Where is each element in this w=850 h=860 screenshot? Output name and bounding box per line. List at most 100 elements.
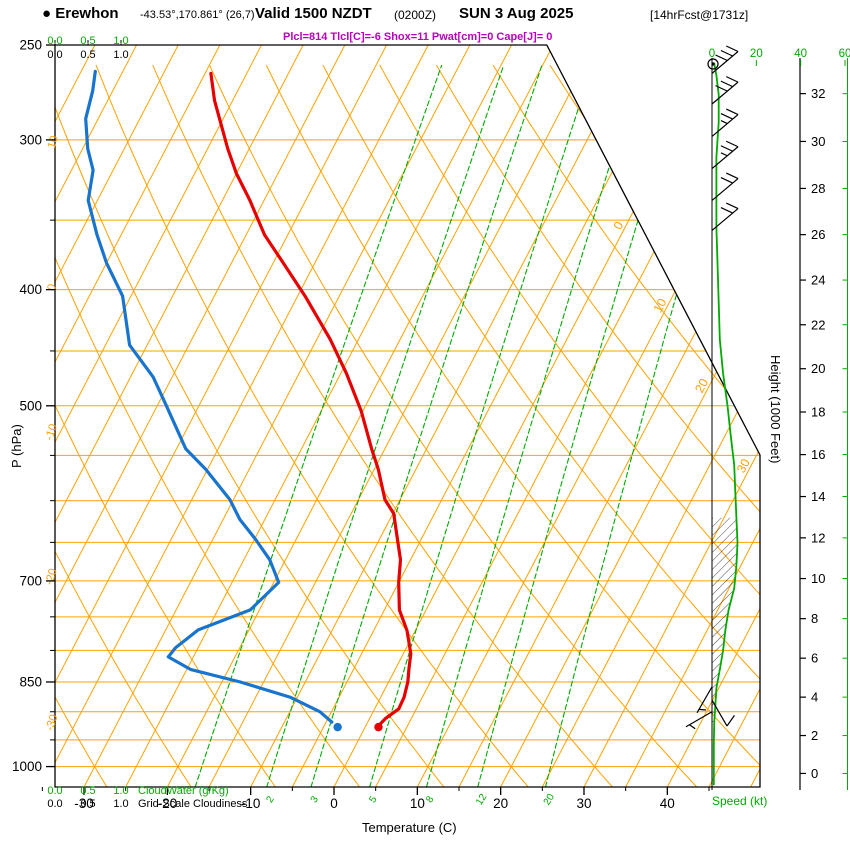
svg-text:-30: -30 — [74, 796, 94, 811]
svg-text:700: 700 — [19, 573, 42, 588]
svg-text:10: 10 — [811, 571, 825, 586]
svg-text:300: 300 — [19, 132, 42, 147]
svg-text:28: 28 — [811, 181, 825, 196]
wind-speed-curve — [712, 62, 739, 786]
cloudiness-scale-tick: 0.5 — [80, 49, 96, 61]
sounding-profiles — [84, 69, 413, 726]
svg-text:30: 30 — [734, 456, 753, 475]
svg-text:-20: -20 — [43, 567, 60, 587]
cloudwater-scale-tick: 1.0 — [113, 35, 129, 47]
svg-text:8: 8 — [424, 794, 437, 805]
svg-text:400: 400 — [19, 282, 42, 297]
temperature-axis: -30 -20 -10 0 10 20 30 40 — [41, 40, 710, 811]
station-coords: -43.53°,170.861° (26,7) — [140, 9, 255, 21]
dewpoint-curve — [84, 69, 334, 724]
svg-text:20: 20 — [811, 361, 825, 376]
svg-text:12: 12 — [811, 530, 825, 545]
mixing-ratio-lines — [194, 64, 743, 787]
surface-dewpoint-dot — [333, 722, 342, 732]
svg-text:5: 5 — [367, 794, 380, 805]
cloudwater-scale-tick: 0.5 — [80, 785, 96, 797]
speed-axis-title: Speed (kt) — [712, 794, 768, 808]
svg-text:-10: -10 — [43, 422, 60, 442]
cloudwater-scale-tick: 1.0 — [113, 785, 129, 797]
height-axis-title: Height (1000 Feet) — [768, 355, 783, 464]
cloudiness-scale-tick: 1.0 — [113, 798, 129, 810]
skewt-grid — [55, 45, 760, 787]
dry-adiabat-lines — [55, 64, 760, 787]
svg-text:-10: -10 — [241, 796, 261, 811]
svg-text:30: 30 — [576, 796, 591, 811]
svg-text:-30: -30 — [44, 713, 61, 733]
cloudiness-scale-tick: 1.0 — [113, 49, 129, 61]
svg-text:-20: -20 — [158, 796, 178, 811]
grid-line-labels: 0 10 20 30 10 0 -10 -20 -30 2 3 5 8 12 20 — [43, 134, 753, 807]
svg-text:8: 8 — [811, 611, 818, 626]
valid-utc: (0200Z) — [394, 8, 437, 22]
svg-text:850: 850 — [19, 674, 42, 689]
cloudiness-scale-tick: 0.5 — [80, 798, 96, 810]
svg-text:26: 26 — [811, 227, 825, 242]
svg-text:0: 0 — [611, 219, 627, 232]
svg-text:6: 6 — [811, 651, 818, 666]
svg-text:20: 20 — [750, 48, 763, 60]
cloudiness-scale-tick: 0.0 — [47, 798, 63, 810]
valid-date: SUN 3 Aug 2025 — [459, 5, 574, 22]
cloudiness-scale-tick: 0.0 — [47, 49, 63, 61]
station-bullet-icon: ● — [42, 5, 52, 22]
staff-top-marker — [707, 58, 719, 70]
svg-text:14: 14 — [811, 489, 825, 504]
svg-text:1000: 1000 — [12, 759, 42, 774]
svg-text:10: 10 — [651, 296, 670, 315]
svg-text:32: 32 — [811, 86, 825, 101]
isotherm-lines — [55, 45, 760, 787]
svg-text:2: 2 — [811, 728, 818, 743]
surface-markers — [333, 722, 383, 732]
svg-text:500: 500 — [19, 398, 42, 413]
svg-text:0: 0 — [811, 766, 818, 781]
wind-speed-hatch — [712, 517, 738, 724]
svg-text:0: 0 — [709, 48, 715, 60]
svg-text:16: 16 — [811, 447, 825, 462]
wind-panel — [685, 45, 739, 790]
svg-text:60: 60 — [839, 48, 850, 60]
cloudwater-label: CloudWater (g/Kg) — [138, 785, 229, 797]
svg-text:24: 24 — [811, 273, 825, 288]
cloudwater-scale-tick: 0.0 — [47, 35, 63, 47]
svg-text:18: 18 — [811, 404, 825, 419]
svg-text:250: 250 — [19, 38, 42, 53]
svg-text:20: 20 — [692, 376, 711, 395]
temperature-curve — [209, 71, 413, 726]
svg-text:20: 20 — [493, 796, 508, 811]
forecast-tag: [14hrFcst@1731z] — [650, 8, 749, 22]
svg-text:0: 0 — [330, 796, 338, 811]
svg-text:10: 10 — [410, 796, 425, 811]
svg-text:30: 30 — [811, 134, 825, 149]
cloudwater-scale-tick: 0.0 — [47, 785, 63, 797]
plot-frame — [54, 44, 761, 788]
svg-text:20: 20 — [542, 792, 557, 808]
svg-text:10: 10 — [46, 134, 61, 150]
wind-barbs — [685, 45, 739, 730]
svg-text:12: 12 — [474, 792, 489, 808]
svg-text:0: 0 — [46, 283, 59, 293]
cloudiness-label: Grid-Scale Cloudiness — [138, 798, 248, 810]
surface-temperature-dot — [374, 722, 383, 732]
temperature-axis-title: Temperature (C) — [362, 820, 457, 835]
stability-indices: Plcl=814 Tlcl[C]=-6 Shox=11 Pwat[cm]=0 C… — [283, 31, 553, 43]
svg-text:4: 4 — [811, 690, 818, 705]
svg-text:40: 40 — [660, 796, 675, 811]
valid-time: Valid 1500 NZDT — [255, 5, 372, 22]
svg-text:2: 2 — [264, 794, 277, 805]
speed-axis: 0 20 40 60 — [709, 48, 850, 66]
station-title: ● Erewhon — [42, 5, 119, 22]
speed-right-axis — [842, 58, 848, 790]
svg-text:3: 3 — [309, 794, 322, 805]
pressure-axis-title: P (hPa) — [9, 424, 24, 468]
pressure-axis: 250 300 400 500 700 850 1000 — [12, 38, 55, 774]
svg-text:22: 22 — [811, 317, 825, 332]
svg-text:40: 40 — [794, 48, 807, 60]
